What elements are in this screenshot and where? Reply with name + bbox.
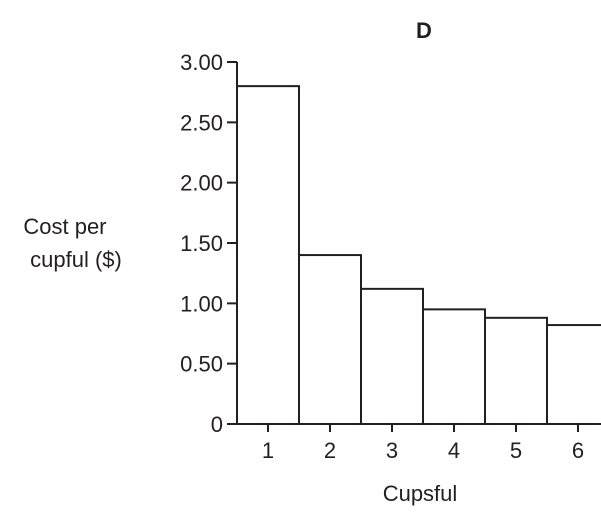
bar-3: [360, 287, 424, 425]
y-tick-label-1.50: 1.50: [180, 231, 223, 256]
y-ticks-group: 0 0.50 1.00 1.50 2.00 2.50 3.00: [180, 50, 223, 437]
x-tick-label-2: 2: [324, 438, 336, 463]
x-tick-label-1: 1: [262, 438, 274, 463]
bars-group: [236, 85, 601, 426]
x-tick-label-5: 5: [510, 438, 522, 463]
x-ticks-group: 1 2 3 4 5 6: [262, 438, 584, 463]
chart-title: D: [416, 18, 432, 43]
y-tick-label-2.50: 2.50: [180, 110, 223, 135]
y-axis-title: Cost per cupful ($): [23, 214, 122, 272]
x-tick-label-6: 6: [572, 438, 584, 463]
bar-2: [298, 254, 362, 425]
y-tick-label-0.50: 0.50: [180, 352, 223, 377]
y-tick-label-2.00: 2.00: [180, 171, 223, 196]
y-tick-label-1.00: 1.00: [180, 291, 223, 316]
y-axis-title-line-2: cupful ($): [30, 247, 122, 272]
y-tick-label-3.00: 3.00: [180, 50, 223, 75]
y-axis-title-line-1: Cost per: [23, 214, 106, 239]
bar-1: [236, 85, 300, 425]
bar-4: [422, 308, 486, 425]
x-tick-label-3: 3: [386, 438, 398, 463]
x-tick-label-4: 4: [448, 438, 460, 463]
axes-lines: [227, 61, 601, 432]
x-axis-title: Cupsful: [383, 481, 458, 506]
bar-6: [546, 324, 601, 426]
bar-5: [484, 316, 548, 425]
y-tick-label-0: 0: [211, 412, 223, 437]
